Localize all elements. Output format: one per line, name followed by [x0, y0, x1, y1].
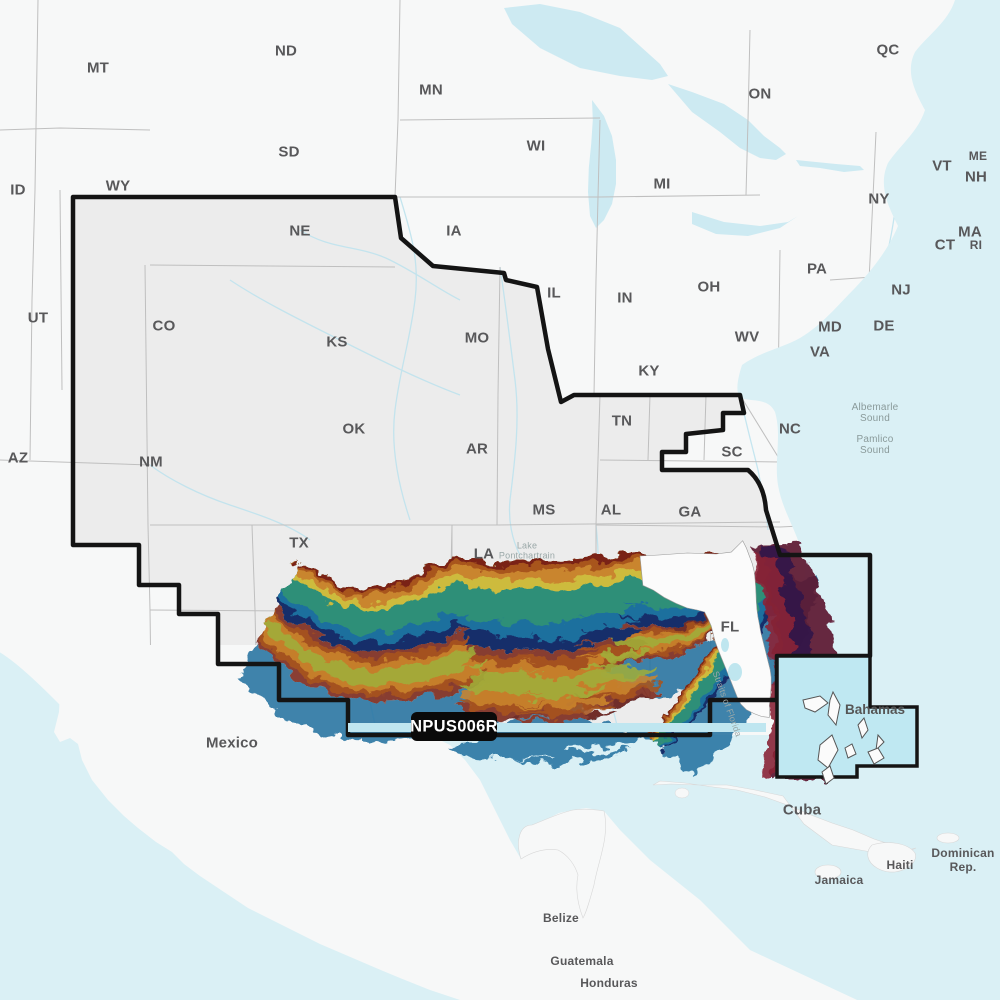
svg-text:Bahamas: Bahamas	[845, 702, 905, 717]
svg-text:NPUS006R: NPUS006R	[410, 718, 498, 736]
